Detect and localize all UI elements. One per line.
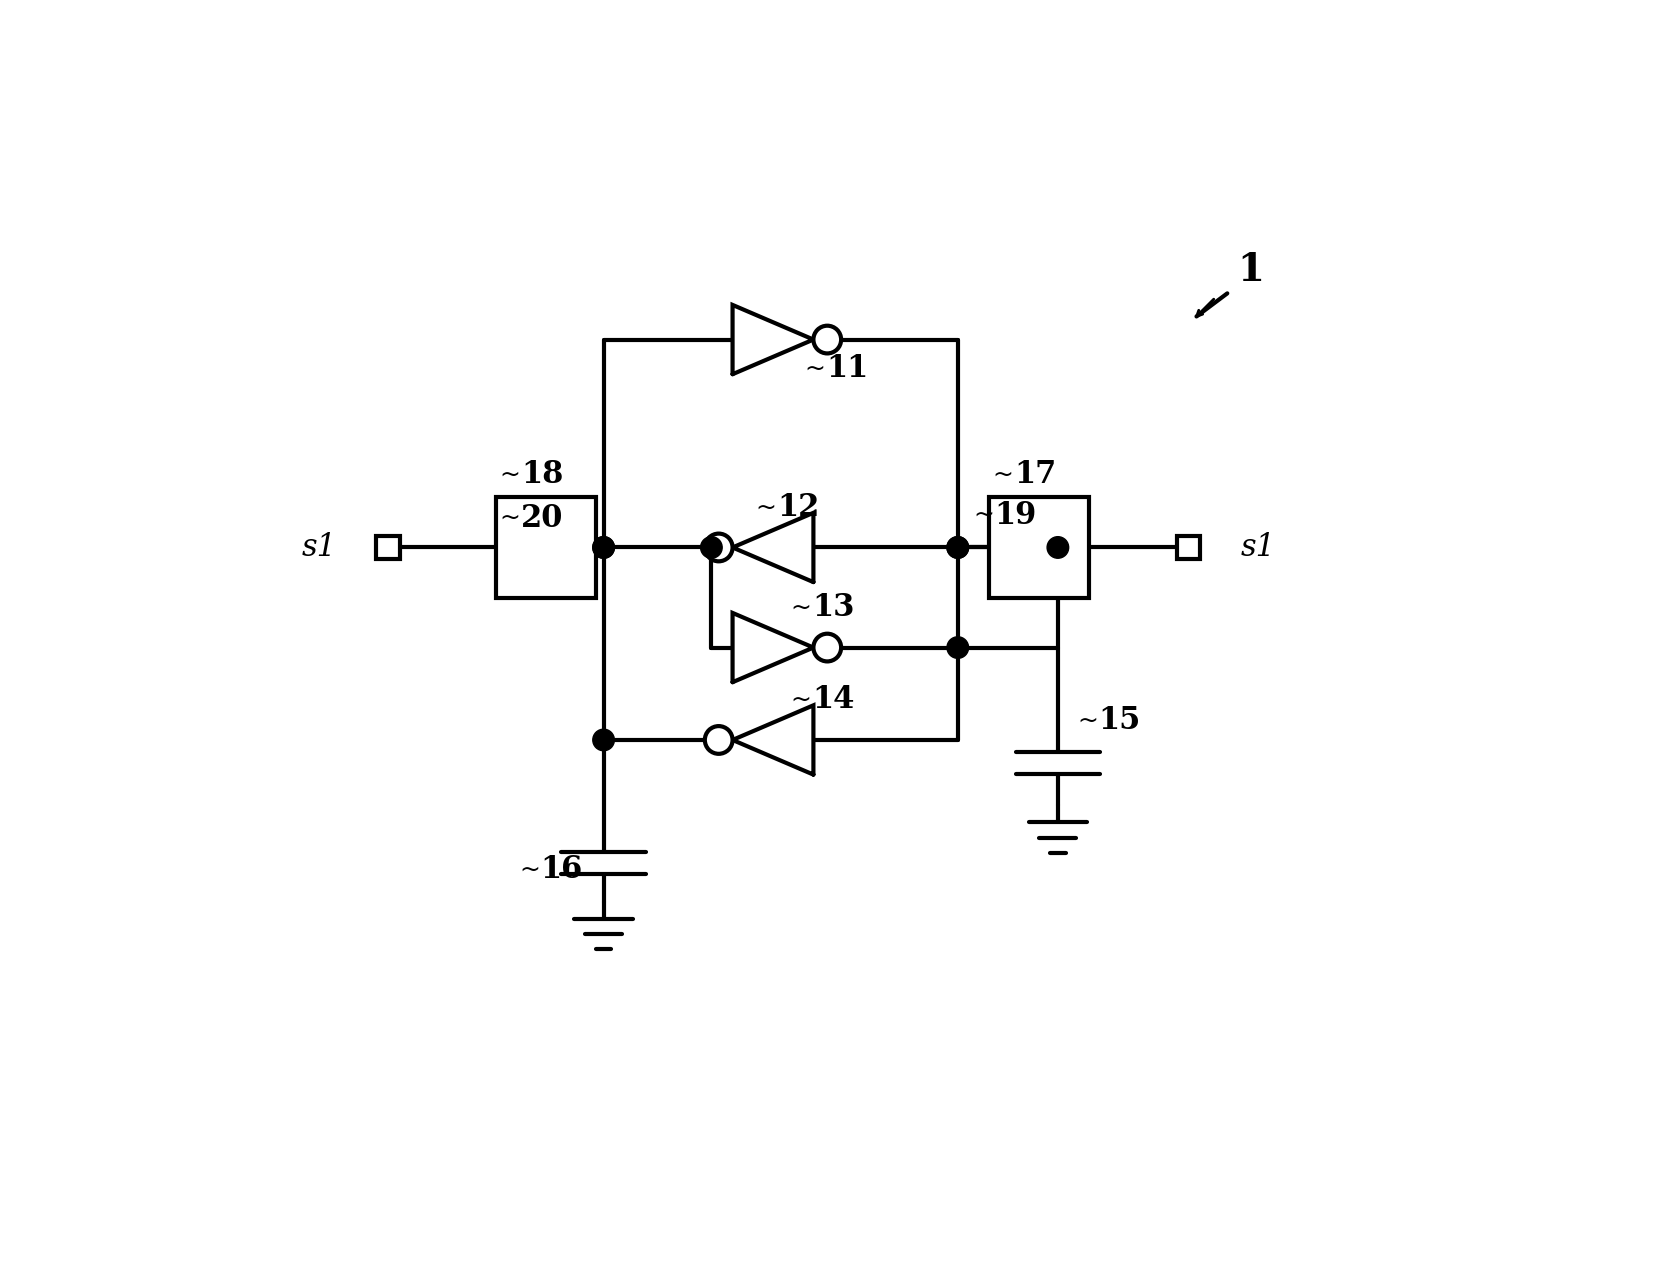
Text: ~: ~ [791, 595, 810, 619]
Text: ~: ~ [1077, 709, 1098, 733]
Circle shape [592, 729, 614, 751]
Circle shape [948, 637, 969, 659]
Circle shape [814, 326, 842, 354]
Text: ~: ~ [500, 506, 521, 530]
Bar [989, 498, 1088, 598]
Text: ~: ~ [519, 857, 539, 881]
Bar [1178, 536, 1201, 559]
Circle shape [592, 537, 614, 559]
Text: 14: 14 [812, 684, 853, 715]
Circle shape [592, 537, 614, 559]
Text: 13: 13 [812, 592, 855, 623]
Circle shape [1047, 537, 1068, 559]
Text: s1: s1 [301, 532, 336, 562]
Text: 18: 18 [521, 459, 564, 490]
Circle shape [814, 633, 842, 661]
Polygon shape [733, 705, 814, 775]
Text: 17: 17 [1014, 459, 1057, 490]
Text: 12: 12 [777, 492, 820, 523]
Text: 15: 15 [1098, 705, 1141, 736]
Text: 19: 19 [994, 499, 1037, 531]
Bar [496, 498, 595, 598]
Text: 20: 20 [521, 503, 564, 533]
Circle shape [705, 533, 733, 561]
Text: ~: ~ [992, 463, 1014, 487]
Bar [377, 536, 400, 559]
Circle shape [948, 537, 969, 559]
Text: ~: ~ [500, 463, 521, 487]
Text: ~: ~ [805, 356, 825, 380]
Circle shape [701, 537, 723, 559]
Text: ~: ~ [756, 495, 776, 520]
Polygon shape [733, 305, 814, 374]
Text: 1: 1 [1237, 252, 1264, 289]
Text: 16: 16 [541, 853, 582, 885]
Polygon shape [733, 613, 814, 683]
Text: ~: ~ [973, 503, 994, 527]
Text: 11: 11 [827, 354, 868, 384]
Text: s1: s1 [1240, 532, 1275, 562]
Text: ~: ~ [791, 688, 810, 712]
Circle shape [705, 726, 733, 753]
Circle shape [948, 537, 969, 559]
Polygon shape [733, 513, 814, 583]
